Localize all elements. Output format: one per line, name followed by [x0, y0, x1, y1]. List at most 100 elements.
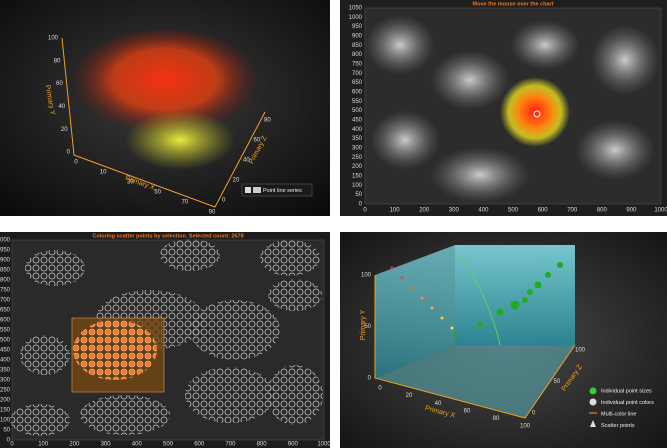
- point: [400, 276, 404, 280]
- tick-label: 0: [7, 438, 11, 444]
- point: [430, 306, 434, 310]
- legend-label: Scatter points: [601, 423, 635, 429]
- chart-title: Coloring scatter points by selection. Se…: [92, 233, 243, 239]
- tick-label: 700: [567, 208, 578, 214]
- tick-label: 850: [0, 268, 11, 274]
- legend-label: Point line series: [263, 188, 302, 194]
- tick-label: 400: [132, 442, 143, 448]
- tick-label: 400: [352, 127, 363, 133]
- point: [522, 297, 528, 303]
- point-cloud: [185, 367, 275, 423]
- tick-label: 950: [352, 24, 363, 30]
- tick-label: 200: [419, 208, 430, 214]
- tick-label: 900: [352, 34, 363, 40]
- tick-label: 100: [520, 424, 531, 430]
- tick-label: 600: [538, 208, 549, 214]
- tick-label: 0: [359, 202, 363, 208]
- tick-label: 900: [288, 442, 299, 448]
- tick-label: 400: [0, 358, 11, 364]
- tick-label: 300: [101, 442, 112, 448]
- point-cloud: [260, 240, 320, 276]
- tick-label: 800: [597, 208, 608, 214]
- point: [410, 286, 414, 290]
- tick-label: 20: [61, 127, 68, 133]
- tick-label: 300: [0, 378, 11, 384]
- side-wall: [375, 245, 455, 378]
- axis-line: [374, 275, 576, 419]
- tick-label: 80: [493, 416, 500, 422]
- point: [557, 262, 563, 268]
- point-cloud: [370, 110, 440, 170]
- point: [390, 266, 394, 270]
- tick-label: 150: [352, 174, 363, 180]
- tick-label: 700: [352, 71, 363, 77]
- point-cloud: [267, 365, 323, 425]
- axis-title: Primary Y: [360, 309, 367, 340]
- tick-label: 60: [254, 138, 261, 144]
- tick-label: 900: [626, 208, 637, 214]
- tick-label: 80: [264, 118, 271, 124]
- tick-label: 100: [48, 36, 59, 42]
- tick-label: 1000: [317, 442, 331, 448]
- legend-checkbox[interactable]: [245, 187, 251, 193]
- point: [534, 281, 542, 289]
- tick-label: 0: [363, 208, 367, 214]
- point: [477, 322, 483, 328]
- point-cloud: [575, 120, 655, 180]
- tick-label: 800: [0, 278, 11, 284]
- tick-label: 60: [464, 408, 471, 414]
- tick-label: 500: [352, 108, 363, 114]
- legend-marker: [589, 387, 597, 395]
- point-cloud: [430, 50, 510, 110]
- tick-label: 250: [0, 388, 11, 394]
- point: [510, 300, 520, 310]
- floor: [375, 345, 575, 418]
- tick-label: 80: [54, 58, 61, 64]
- tick-label: 600: [0, 318, 11, 324]
- tick-label: 40: [435, 401, 442, 407]
- point-cloud: [125, 110, 235, 170]
- tick-label: 800: [352, 52, 363, 58]
- point-cloud: [25, 250, 85, 286]
- tick-label: 100: [390, 208, 401, 214]
- point: [420, 296, 424, 300]
- tick-label: 100: [38, 442, 49, 448]
- legend-marker: [590, 420, 596, 427]
- tick-label: 350: [0, 368, 11, 374]
- point-cloud: [80, 395, 170, 435]
- point: [496, 308, 504, 316]
- tick-label: 0: [378, 386, 382, 392]
- tick-label: 0: [10, 442, 14, 448]
- tick-label: 200: [69, 442, 80, 448]
- tick-label: 300: [449, 208, 460, 214]
- tick-label: 1000: [349, 15, 363, 21]
- tick-label: 250: [352, 155, 363, 161]
- tick-label: 850: [352, 43, 363, 49]
- tick-label: 100: [575, 348, 586, 354]
- tick-label: 40: [59, 104, 66, 110]
- legend-swatch: [253, 187, 261, 193]
- legend-marker: [589, 398, 597, 406]
- point: [453, 333, 457, 337]
- selected-points: [73, 320, 157, 380]
- tick-label: 200: [352, 164, 363, 170]
- tick-label: 300: [352, 146, 363, 152]
- tick-label: 800: [257, 442, 268, 448]
- tick-label: 700: [225, 442, 236, 448]
- tick-label: 40: [243, 158, 250, 164]
- point-cloud: [10, 404, 70, 436]
- tick-label: 20: [233, 178, 240, 184]
- legend-label: Individual point colors: [601, 400, 654, 406]
- point-cloud: [590, 25, 660, 95]
- point: [545, 272, 551, 278]
- tick-label: 90: [209, 210, 216, 216]
- tick-label: 30: [127, 180, 134, 186]
- tick-label: 950: [0, 248, 11, 254]
- tick-label: 0: [67, 150, 71, 156]
- tick-label: 650: [0, 308, 11, 314]
- tick-label: 1000: [654, 208, 667, 214]
- tick-label: 0: [532, 411, 536, 417]
- point: [450, 326, 454, 330]
- multi-color-line: [459, 254, 501, 346]
